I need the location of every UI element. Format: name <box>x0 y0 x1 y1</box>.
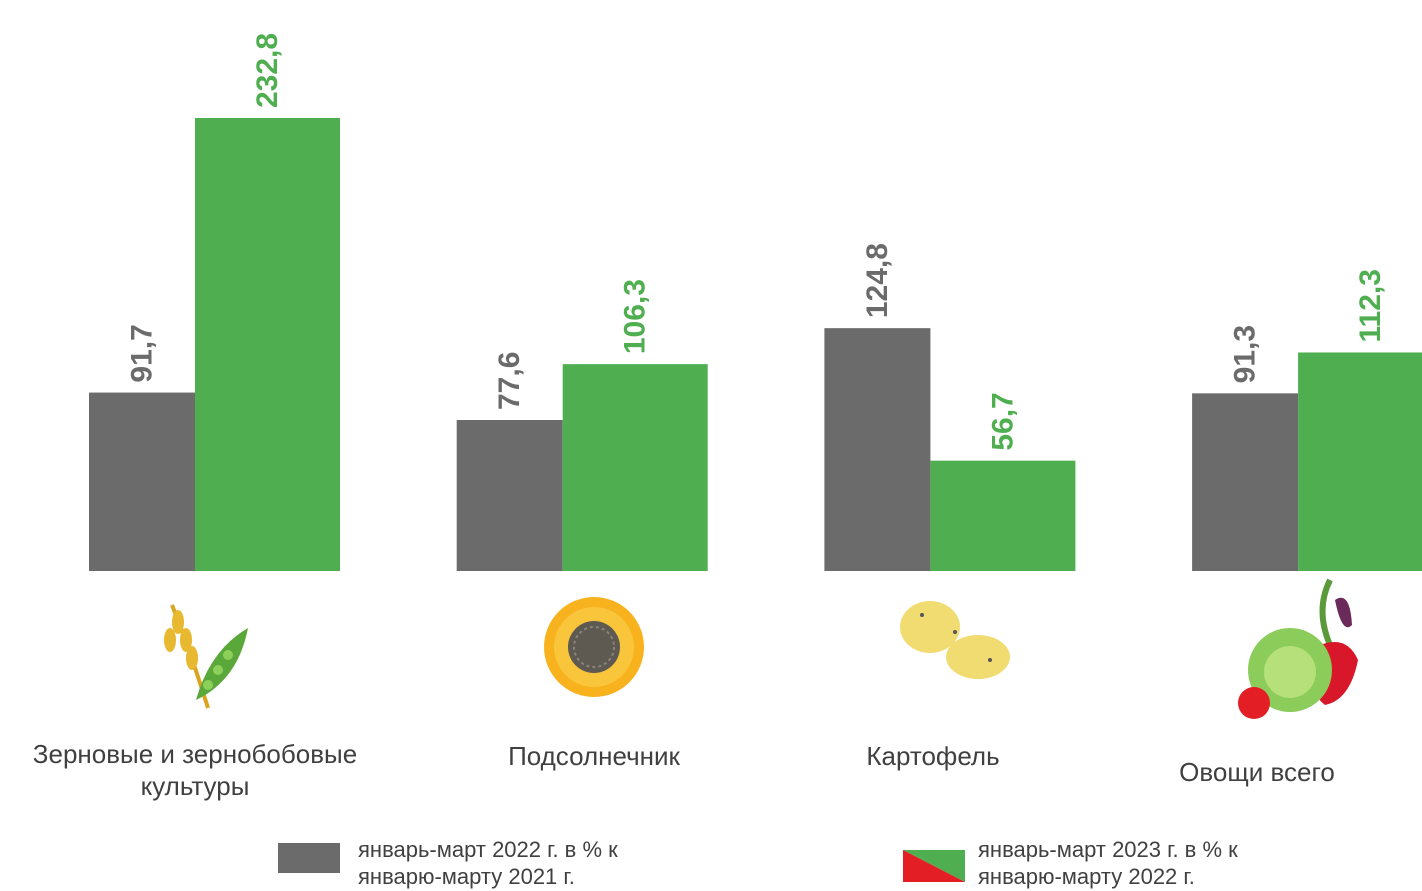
bar <box>456 420 563 571</box>
legend-label: январь-март 2023 г. в % к январю-марту 2… <box>978 837 1238 889</box>
legend-label: январь-март 2022 г. в % к январю-марту 2… <box>358 837 618 889</box>
category-label: Зерновые и зернобобовые культуры <box>32 739 358 801</box>
value-label: 124,8 <box>861 243 894 318</box>
value-label: 91,3 <box>1229 325 1262 383</box>
value-label: 232,8 <box>251 33 284 108</box>
vegetables-icon <box>1238 578 1358 719</box>
legend-swatch <box>278 843 340 873</box>
value-label: 91,7 <box>126 324 159 382</box>
bar <box>195 118 340 571</box>
value-label: 106,3 <box>619 279 652 354</box>
grain-icon <box>164 604 248 709</box>
bar <box>1192 393 1299 571</box>
bar <box>824 328 931 571</box>
potato-icon <box>900 601 1010 679</box>
bar <box>1298 352 1422 571</box>
value-label: 112,3 <box>1354 269 1387 342</box>
category-label: Овощи всего <box>1179 757 1335 787</box>
bar <box>562 364 708 571</box>
category-label: Картофель <box>866 741 1000 771</box>
bar <box>89 392 195 571</box>
bar <box>930 460 1076 571</box>
category-label: Подсолнечник <box>508 741 680 771</box>
legend-swatch-accent <box>903 850 965 882</box>
value-label: 56,7 <box>986 392 1019 450</box>
value-label: 77,6 <box>493 352 526 410</box>
sunflower-icon <box>544 597 644 697</box>
